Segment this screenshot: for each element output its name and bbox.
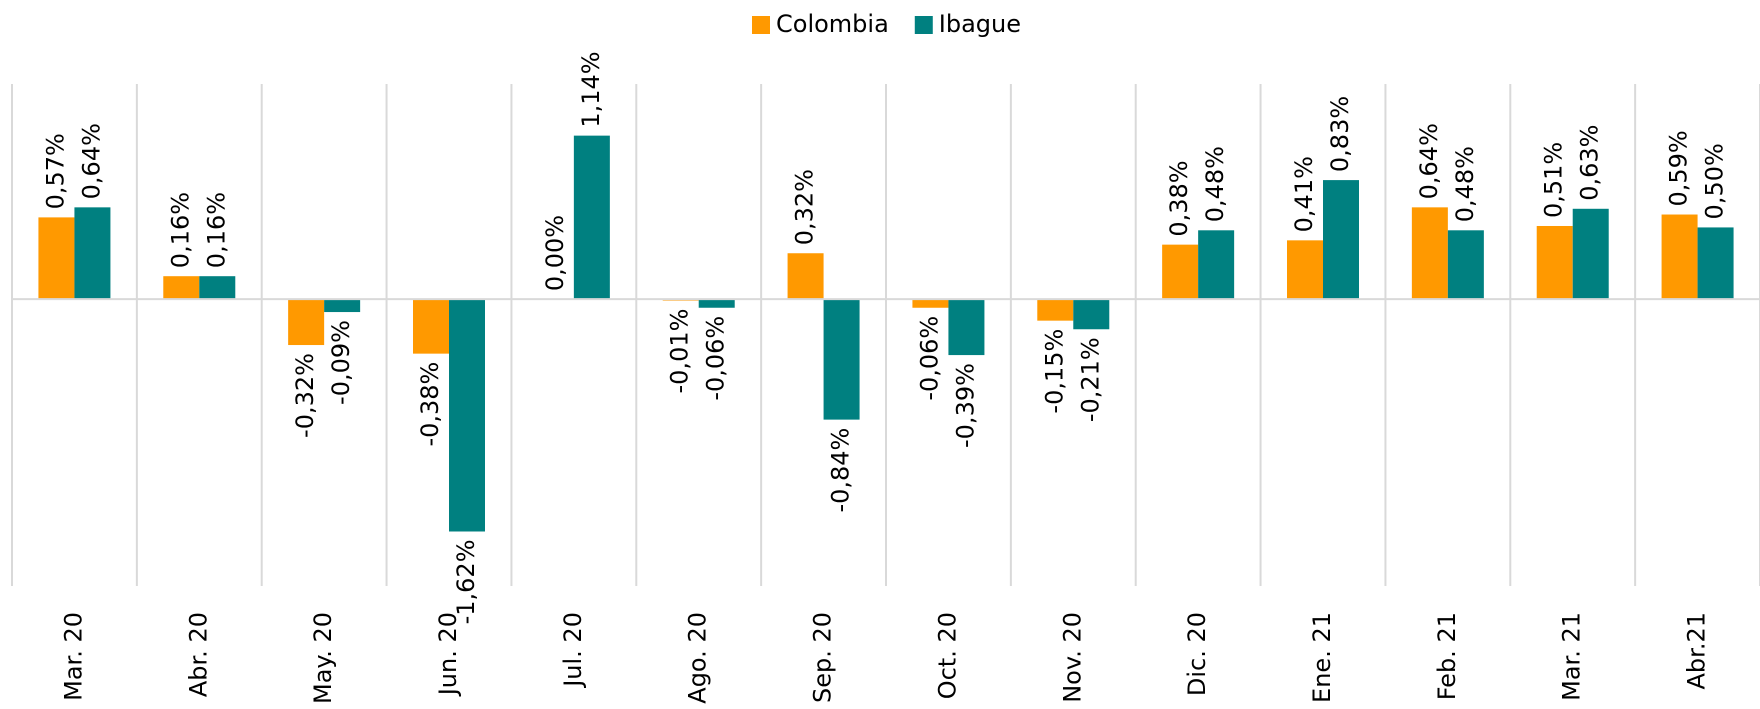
data-label: -0,84% [827, 428, 855, 513]
data-label: 0,83% [1326, 96, 1354, 172]
x-tick-label: Nov. 20 [1058, 612, 1086, 703]
data-label: -0,38% [416, 362, 444, 447]
bar [787, 253, 824, 300]
bar [38, 217, 75, 300]
data-label: -0,39% [951, 363, 979, 448]
data-label: 0,59% [1665, 130, 1693, 206]
data-label: 0,64% [77, 123, 105, 199]
legend-label: Colombia [776, 10, 889, 38]
x-tick-label: Ago. 20 [684, 612, 712, 704]
legend-swatch [752, 16, 770, 34]
bar [1323, 180, 1359, 300]
bar [1572, 208, 1609, 300]
data-label: -0,21% [1076, 337, 1104, 422]
bar [1037, 299, 1074, 321]
x-tick-label: Sep. 20 [809, 612, 837, 703]
data-label: 0,50% [1701, 143, 1729, 219]
bar [1697, 227, 1734, 300]
data-label: -0,32% [291, 353, 319, 438]
bar [912, 299, 949, 308]
data-label: 0,41% [1290, 156, 1318, 232]
data-label: 0,63% [1576, 125, 1604, 201]
bar [948, 299, 985, 356]
bar [1073, 299, 1110, 330]
bar [199, 276, 236, 300]
bar [324, 299, 361, 313]
x-tick-label: Feb. 21 [1433, 612, 1461, 700]
x-tick-label: Abr. 20 [184, 612, 212, 697]
data-label: -0,15% [1040, 329, 1068, 414]
data-label: 0,38% [1165, 160, 1193, 236]
bar [573, 135, 610, 300]
data-label: 0,16% [166, 192, 194, 268]
data-label: 0,57% [41, 133, 69, 209]
x-tick-label: Abr.21 [1683, 612, 1711, 689]
data-label: -1,62% [452, 539, 480, 624]
bar [449, 299, 485, 532]
data-label: -0,01% [666, 309, 694, 394]
x-tick-label: Ene. 21 [1308, 612, 1336, 703]
bar [413, 299, 449, 354]
data-label: 0,16% [202, 192, 230, 268]
data-label: 0,48% [1451, 146, 1479, 222]
data-label: 0,51% [1540, 142, 1568, 218]
bar [1287, 240, 1323, 300]
bar [1536, 225, 1573, 300]
bar [163, 276, 200, 300]
data-label: 1,14% [577, 51, 605, 127]
data-label: -0,09% [327, 320, 355, 405]
data-label: -0,06% [702, 316, 730, 401]
data-label: -0,06% [915, 316, 943, 401]
bar [1661, 214, 1698, 300]
bar [1411, 207, 1448, 300]
legend-swatch [914, 16, 933, 34]
bar [1447, 230, 1484, 300]
x-tick-label: Mar. 21 [1558, 612, 1586, 701]
bar [288, 299, 325, 346]
x-tick-label: May. 20 [309, 612, 337, 704]
x-tick-label: Mar. 20 [59, 612, 87, 701]
bar [1198, 230, 1235, 300]
bar [823, 299, 860, 420]
bar [74, 207, 111, 300]
x-tick-label: Oct. 20 [933, 612, 961, 699]
data-label: 0,64% [1415, 123, 1443, 199]
legend-label: Ibague [939, 10, 1021, 38]
data-label: 0,48% [1201, 146, 1229, 222]
data-label: 0,32% [791, 169, 819, 245]
data-label: 0,00% [541, 215, 569, 291]
x-tick-label: Jun. 20 [434, 612, 462, 697]
x-tick-label: Dic. 20 [1183, 612, 1211, 696]
bar [1162, 244, 1199, 300]
x-tick-label: Jul. 20 [559, 612, 587, 689]
bar [698, 299, 735, 308]
